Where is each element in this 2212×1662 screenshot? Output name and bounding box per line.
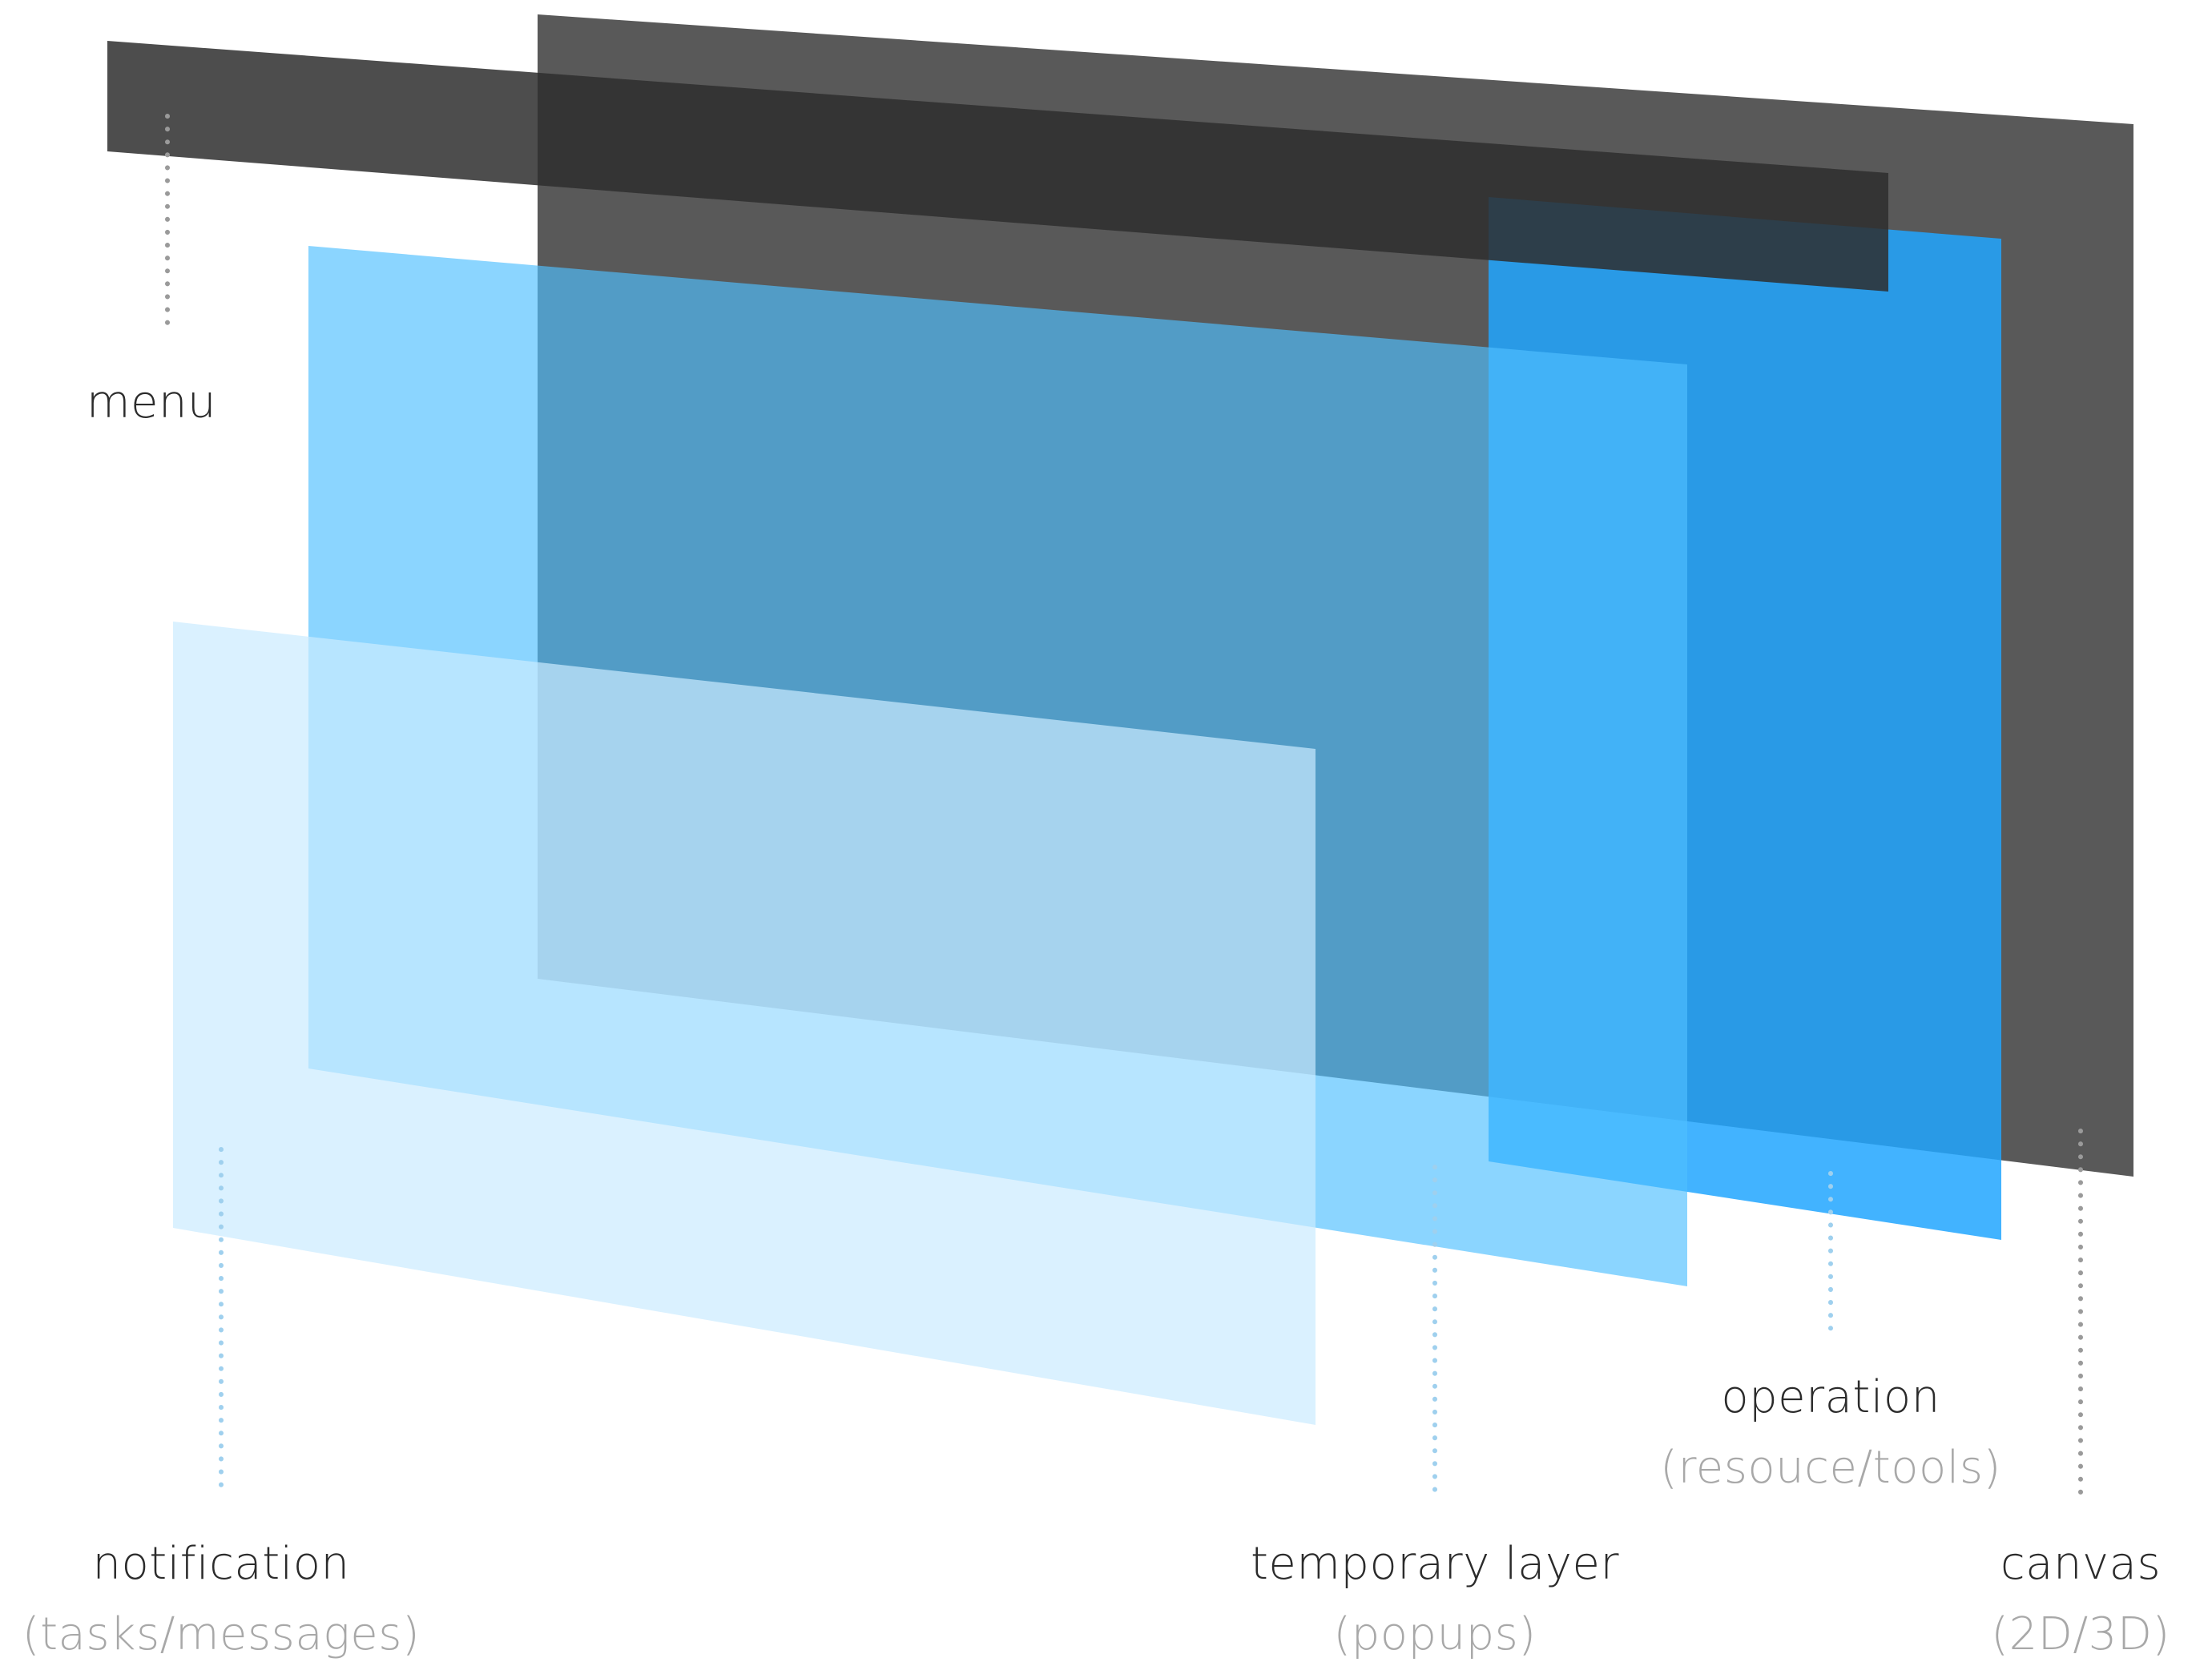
operation-label: operation: [1721, 1371, 1940, 1423]
canvas-label: canvas: [2000, 1538, 2162, 1590]
operation-sublabel: (resouce/tools): [1660, 1442, 2001, 1494]
canvas-sublabel: (2D/3D): [1991, 1608, 2170, 1660]
menu-label: menu: [87, 376, 216, 429]
notification-label: notification: [92, 1538, 350, 1590]
menu-layer-plane: [107, 41, 1888, 292]
notification-layer-plane: [173, 622, 1316, 1425]
temporary-sublabel: (popups): [1333, 1608, 1537, 1660]
notification-sublabel: (tasks/messages): [22, 1608, 421, 1660]
temporary-label: temporary layer: [1250, 1538, 1620, 1590]
